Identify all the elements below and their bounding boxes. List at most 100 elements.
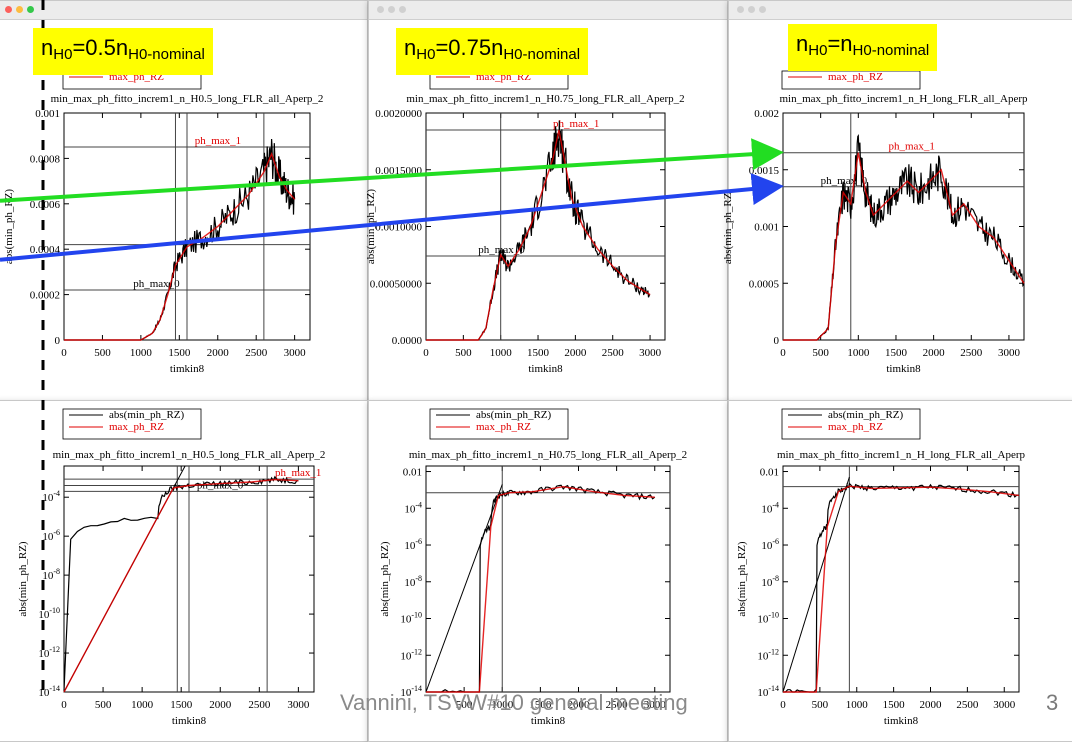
window-titlebar[interactable] [369, 1, 727, 20]
y-tick-label: 10-4 [761, 500, 779, 515]
chart-4: min_max_ph_fitto_increm1_n_H0.5_long_FLR… [17, 408, 325, 727]
x-tick-label: 1000 [491, 699, 514, 711]
x-tick-label: 1000 [490, 347, 513, 359]
y-axis-label: abs(min_ph_RZ) [736, 541, 748, 616]
chart-title: min_max_ph_fitto_increm1_n_H_long_FLR_al… [779, 93, 1028, 105]
x-tick-label: 1500 [527, 347, 550, 359]
chart-title: min_max_ph_fitto_increm1_n_H0.75_long_FL… [409, 449, 687, 461]
y-tick-label: 10-12 [400, 647, 422, 662]
x-tick-label: 0 [780, 699, 786, 711]
legend-entry: abs(min_ph_RZ) [476, 409, 551, 421]
x-axis-label: timkin8 [531, 715, 566, 727]
pdf-window-2[interactable] [368, 0, 728, 402]
legend: max_ph_RZ [781, 70, 921, 90]
zoom-dot-icon[interactable] [399, 6, 406, 13]
x-tick-label: 1000 [130, 347, 153, 359]
x-tick-label: 3000 [284, 347, 307, 359]
legend-entry: max_ph_RZ [828, 421, 883, 433]
legend: abs(min_ph_RZ)max_ph_RZ [62, 408, 202, 440]
zoom-dot-icon[interactable] [27, 6, 34, 13]
y-tick-label: 10-4 [404, 500, 422, 515]
hl-sub: H0-nominal [128, 46, 205, 63]
x-tick-label: 500 [95, 699, 112, 711]
close-dot-icon[interactable] [5, 6, 12, 13]
y-tick-label: 10-10 [400, 611, 422, 626]
reference-line-label: ph_max_1 [275, 467, 321, 479]
highlight-label-1: nH0=0.5nH0-nominal [33, 28, 213, 75]
minimize-dot-icon[interactable] [748, 6, 755, 13]
x-tick-label: 1000 [131, 699, 154, 711]
legend: abs(min_ph_RZ)max_ph_RZ [429, 408, 569, 440]
x-axis-label: timkin8 [886, 363, 921, 375]
y-tick-label: 10-8 [42, 567, 60, 582]
highlight-label-3: nH0=nH0-nominal [788, 24, 938, 71]
y-tick-label: 10-10 [38, 606, 60, 621]
x-tick-label: 1500 [883, 699, 906, 711]
legend-box [62, 408, 202, 440]
series-max-line [426, 129, 651, 341]
x-tick-label: 1500 [885, 347, 908, 359]
zoom-dot-icon[interactable] [759, 6, 766, 13]
plot-frame [425, 112, 666, 341]
x-tick-label: 3000 [993, 699, 1016, 711]
y-tick-label: 0.0000 [392, 335, 423, 347]
hl-text: =n [827, 31, 853, 56]
pdf-window-4[interactable] [0, 400, 368, 742]
x-tick-label: 1000 [846, 699, 869, 711]
x-tick-label: 0 [780, 347, 786, 359]
close-dot-icon[interactable] [737, 6, 744, 13]
x-tick-label: 2500 [956, 699, 979, 711]
hl-text: n [796, 31, 809, 56]
series-max-line [426, 485, 655, 693]
x-tick-label: 2000 [564, 347, 587, 359]
reference-line-label: ph_max_1 [888, 141, 934, 153]
y-tick-label: 0.0020000 [375, 108, 422, 120]
y-tick-label: 0.0006 [30, 199, 61, 211]
pdf-window-5[interactable] [368, 400, 728, 742]
minimize-dot-icon[interactable] [388, 6, 395, 13]
chart-title: min_max_ph_fitto_increm1_n_H0.5_long_FLR… [51, 93, 324, 105]
x-tick-label: 500 [812, 347, 829, 359]
window-titlebar[interactable] [0, 1, 367, 20]
chart-title: min_max_ph_fitto_increm1_n_H_long_FLR_al… [777, 449, 1026, 461]
window-titlebar[interactable] [729, 1, 1072, 20]
x-tick-label: 1000 [847, 347, 870, 359]
y-tick-label: 10-4 [42, 489, 60, 504]
x-tick-label: 2000 [920, 699, 943, 711]
chart-5: min_max_ph_fitto_increm1_n_H0.75_long_FL… [379, 408, 687, 727]
x-tick-label: 2000 [209, 699, 232, 711]
y-axis-label: abs(min_ph_RZ) [379, 541, 391, 616]
growth-fit-line [425, 484, 503, 693]
hl-text: n [41, 35, 54, 60]
x-tick-label: 1500 [168, 347, 191, 359]
y-axis-label: abs(min_ph_RZ) [722, 189, 734, 264]
y-tick-label: 10-8 [761, 574, 779, 589]
footer-text: Vannini, TSVW#10 general meeting [340, 690, 688, 715]
chart-title: min_max_ph_fitto_increm1_n_H0.75_long_FL… [406, 93, 684, 105]
annotation-arrow [0, 173, 784, 262]
series-max-line [783, 485, 1020, 693]
hl-text: =0.75n [435, 35, 504, 60]
series-max-line [783, 152, 1025, 341]
chart-3: min_max_ph_fitto_increm1_n_H_long_FLR_al… [722, 70, 1028, 375]
y-tick-label: 10-6 [761, 537, 779, 552]
y-tick-label: 0.01 [403, 467, 422, 479]
reference-line-label: ph_max_1 [553, 118, 599, 130]
y-axis-label: abs(min_ph_RZ) [3, 189, 15, 264]
x-tick-label: 3000 [287, 699, 310, 711]
close-dot-icon[interactable] [377, 6, 384, 13]
x-tick-label: 500 [94, 347, 111, 359]
legend-box [781, 408, 921, 440]
legend-entry: abs(min_ph_RZ) [109, 409, 184, 421]
legend-entry: max_ph_RZ [476, 421, 531, 433]
legend-entry: max_ph_RZ [828, 71, 883, 83]
y-tick-label: 0.0005 [749, 278, 780, 290]
x-axis-label: timkin8 [170, 363, 205, 375]
legend-entry: max_ph_RZ [109, 421, 164, 433]
series-abs-min-line [783, 134, 1025, 341]
x-tick-label: 2500 [245, 347, 268, 359]
y-tick-label: 10-14 [757, 684, 779, 699]
legend: abs(min_ph_RZ)max_ph_RZ [781, 408, 921, 440]
minimize-dot-icon[interactable] [16, 6, 23, 13]
y-tick-label: 0.00050000 [370, 278, 423, 290]
